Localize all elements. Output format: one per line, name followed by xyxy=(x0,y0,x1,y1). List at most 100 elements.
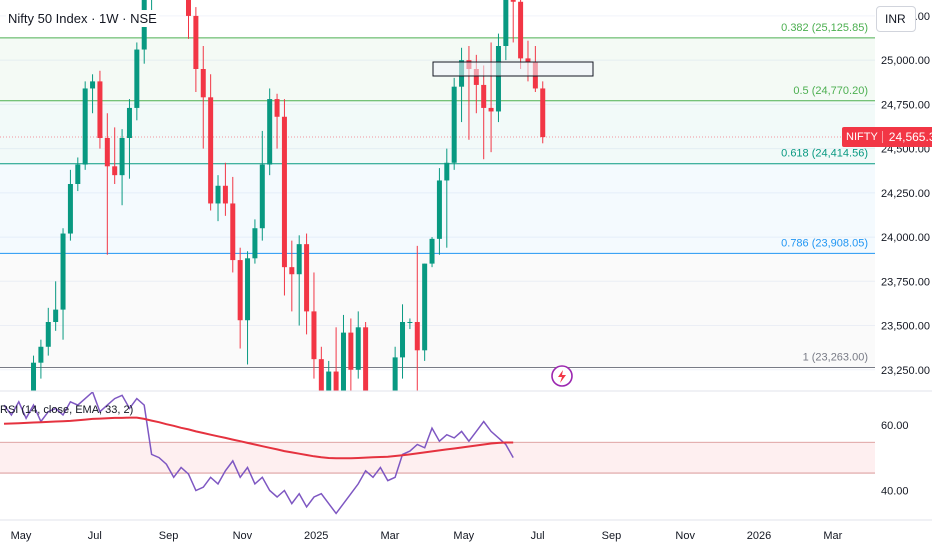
candle-body xyxy=(252,228,258,259)
candle[interactable] xyxy=(436,168,442,255)
candle[interactable] xyxy=(363,322,369,446)
candle[interactable] xyxy=(400,304,406,379)
candle[interactable] xyxy=(259,130,265,241)
candle-body xyxy=(31,362,37,391)
candle-body xyxy=(82,88,88,165)
candle[interactable] xyxy=(31,355,37,429)
candle-body xyxy=(281,116,287,268)
current-price-symbol: NIFTY xyxy=(842,131,883,144)
rsi-band xyxy=(0,442,875,474)
candle[interactable] xyxy=(481,65,487,160)
candle-body xyxy=(400,322,406,358)
candle[interactable] xyxy=(208,74,214,211)
candle[interactable] xyxy=(75,157,81,192)
candle[interactable] xyxy=(274,93,280,149)
candlestick-series[interactable] xyxy=(2,0,546,550)
candle[interactable] xyxy=(281,99,287,296)
candle[interactable] xyxy=(289,240,295,312)
candle[interactable] xyxy=(67,169,73,241)
candle-body xyxy=(348,332,354,370)
candle[interactable] xyxy=(186,0,191,39)
candle[interactable] xyxy=(444,148,450,248)
candle[interactable] xyxy=(407,318,413,330)
candle-body xyxy=(134,49,140,108)
candle[interactable] xyxy=(267,88,273,176)
candle-body xyxy=(414,322,420,351)
candle[interactable] xyxy=(82,81,88,170)
candle[interactable] xyxy=(333,327,339,396)
candle[interactable] xyxy=(230,176,236,273)
candle[interactable] xyxy=(215,175,221,222)
candle[interactable] xyxy=(304,233,310,335)
candle[interactable] xyxy=(503,0,509,61)
candle[interactable] xyxy=(2,478,7,524)
candle[interactable] xyxy=(245,251,251,365)
candle[interactable] xyxy=(104,113,110,255)
candle[interactable] xyxy=(38,339,44,379)
candle-body xyxy=(75,164,81,184)
candle[interactable] xyxy=(392,346,398,489)
candle[interactable] xyxy=(112,127,118,184)
candle[interactable] xyxy=(488,42,494,153)
time-tick-label: 2026 xyxy=(747,530,771,542)
price-tick-label: 23,250.00 xyxy=(881,365,930,377)
candle[interactable] xyxy=(90,74,96,114)
candle[interactable] xyxy=(149,0,154,16)
candle[interactable] xyxy=(422,263,428,361)
candle[interactable] xyxy=(45,307,51,356)
candle[interactable] xyxy=(510,0,516,43)
candle[interactable] xyxy=(252,219,258,264)
candle[interactable] xyxy=(326,360,332,414)
candle[interactable] xyxy=(540,81,546,144)
time-tick-label: Sep xyxy=(159,530,179,542)
candle-body xyxy=(222,185,228,204)
candle[interactable] xyxy=(318,346,324,441)
rsi-pane[interactable]: 60.00 40.00 xyxy=(0,392,909,515)
candle-body xyxy=(525,58,531,62)
candle[interactable] xyxy=(429,237,435,268)
candle[interactable] xyxy=(53,281,59,331)
candle-body xyxy=(355,327,361,370)
rectangle-drawing[interactable] xyxy=(432,61,594,77)
candle[interactable] xyxy=(311,272,317,379)
candle[interactable] xyxy=(134,42,140,121)
candle[interactable] xyxy=(495,33,501,123)
candle[interactable] xyxy=(222,162,228,216)
rsi-ema-line[interactable] xyxy=(3,416,514,460)
candle[interactable] xyxy=(193,7,199,92)
candle[interactable] xyxy=(60,228,66,340)
candle[interactable] xyxy=(126,99,132,179)
price-tick-label: 24,000.00 xyxy=(881,232,930,244)
candle-body xyxy=(495,46,501,112)
lightning-icon[interactable] xyxy=(551,365,573,387)
candle-body xyxy=(451,86,457,163)
candle[interactable] xyxy=(340,314,346,432)
candle[interactable] xyxy=(414,245,420,550)
time-axis[interactable]: May Jul Sep Nov 2025 Mar May Jul Sep Nov 2026 Mar xyxy=(11,530,843,542)
candle-body xyxy=(245,258,251,321)
rsi-tick-label: 60.00 xyxy=(881,420,909,432)
currency-button[interactable]: INR xyxy=(876,6,916,32)
price-axis[interactable]: 25,250.0025,000.0024,750.0024,500.0024,2… xyxy=(875,0,932,520)
candle[interactable] xyxy=(518,0,524,69)
rsi-line[interactable] xyxy=(3,392,514,515)
candle-body xyxy=(186,0,191,16)
candle-body xyxy=(97,81,103,138)
candle-body xyxy=(311,311,317,360)
symbol-title[interactable]: Nifty 50 Index · 1W · NSE xyxy=(6,10,159,27)
candle[interactable] xyxy=(355,311,361,379)
candle[interactable] xyxy=(296,235,302,326)
candle-body xyxy=(296,244,302,275)
candle-body xyxy=(215,185,221,204)
fib-zone xyxy=(0,100,875,164)
candle[interactable] xyxy=(97,70,103,149)
candle[interactable] xyxy=(237,247,243,349)
candle[interactable] xyxy=(451,77,457,170)
candle[interactable] xyxy=(119,129,125,206)
rsi-legend-label[interactable]: RSI (14, close, EMA, 33, 2) xyxy=(0,404,134,416)
candle[interactable] xyxy=(200,46,206,149)
candle-body xyxy=(407,322,413,323)
fib-level-label: 0.5 (24,770.20) xyxy=(793,85,868,97)
